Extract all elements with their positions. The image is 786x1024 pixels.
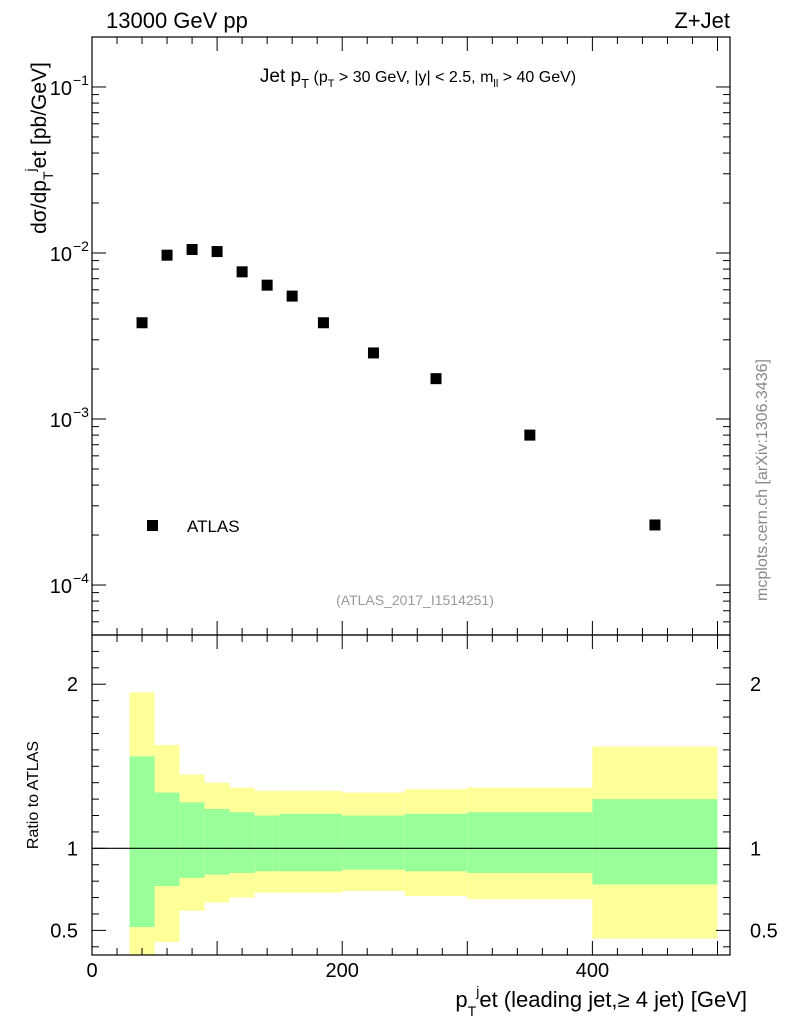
ratio-band-inner	[592, 799, 718, 885]
ratio-y-tick-label: 1	[67, 838, 78, 860]
ratio-band-inner	[467, 812, 593, 873]
data-point	[161, 249, 173, 261]
ratio-y-tick-label-right: 1	[750, 838, 761, 860]
watermark: mcplots.cern.ch [arXiv:1306.3436]	[754, 359, 771, 601]
energy-label: 13000 GeV pp	[106, 8, 248, 33]
main-y-tick-exponent: −4	[73, 570, 89, 586]
legend-marker	[147, 520, 158, 531]
data-point	[649, 519, 661, 531]
ratio-band-inner	[129, 756, 155, 928]
data-point	[367, 347, 379, 359]
ratio-panel: 0.5 0.5 1 1 2 2 0 200 400	[50, 634, 778, 982]
ratio-bands	[129, 692, 718, 955]
data-point	[524, 429, 536, 441]
main-y-axis-label: dσ/dpTjet [pb/GeV]	[22, 62, 56, 234]
main-y-tick-labels: 10−410−310−210−1	[50, 72, 89, 598]
main-y-tick-label: 10	[50, 410, 72, 432]
main-y-tick-exponent: −1	[73, 72, 89, 88]
ratio-y-axis-label: Ratio to ATLAS	[25, 741, 42, 849]
x-tick-label: 0	[86, 960, 97, 982]
main-panel: 10−410−310−210−1	[50, 36, 731, 636]
ratio-band-inner	[179, 802, 205, 878]
ratio-band-inner	[154, 792, 180, 887]
legend: ATLAS	[147, 517, 240, 536]
data-point	[430, 373, 442, 385]
data-point	[286, 290, 298, 302]
main-y-tick-label: 10	[50, 78, 72, 100]
x-tick-label: 400	[576, 960, 609, 982]
main-y-tick-exponent: −3	[73, 404, 89, 420]
ratio-band-inner	[342, 815, 405, 870]
ratio-band-inner	[254, 815, 280, 872]
ratio-y-tick-label-right: 2	[750, 674, 761, 696]
ratio-band-inner	[229, 812, 255, 873]
main-y-tick-exponent: −2	[73, 238, 89, 254]
plot-title: Jet pT (pT > 30 GeV, |y| < 2.5, mll > 40…	[260, 66, 576, 91]
data-point	[317, 317, 329, 329]
data-points	[136, 243, 661, 531]
ratio-band-inner	[404, 813, 468, 872]
legend-label-atlas: ATLAS	[187, 517, 240, 536]
data-point	[261, 279, 273, 291]
ratio-y-tick-label: 2	[67, 674, 78, 696]
main-plot-frame	[91, 36, 731, 636]
ratio-band-inner	[279, 813, 343, 872]
main-axis-ticks	[91, 36, 730, 636]
analysis-id: (ATLAS_2017_I1514251)	[336, 592, 494, 608]
data-point	[186, 243, 198, 255]
data-point	[136, 317, 148, 329]
x-tick-label: 200	[326, 960, 359, 982]
process-label: Z+Jet	[674, 8, 730, 33]
x-axis-label: pTjet (leading jet,≥ 4 jet) [GeV]	[455, 983, 747, 1019]
data-point	[211, 246, 223, 258]
main-y-tick-label: 10	[50, 244, 72, 266]
main-y-tick-label: 10	[50, 576, 72, 598]
ratio-band-inner	[204, 808, 230, 875]
ratio-plot-frame	[91, 634, 731, 956]
data-point	[236, 266, 248, 278]
ratio-tick-labels: 0.5 0.5 1 1 2 2 0 200 400	[50, 674, 778, 982]
ratio-y-tick-label: 0.5	[50, 920, 78, 942]
ratio-y-tick-label-right: 0.5	[750, 920, 778, 942]
